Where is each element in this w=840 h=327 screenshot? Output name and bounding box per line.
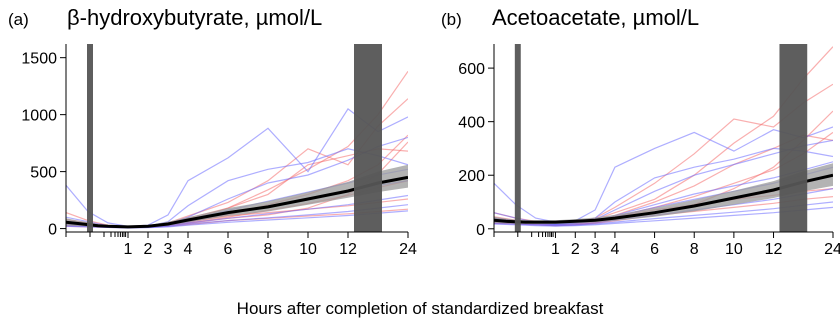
x-tick-label-1: 1 [551, 241, 560, 258]
shaded-region-1 [87, 44, 93, 232]
mean-confidence-band [66, 164, 408, 228]
y-tick-label-0: 0 [48, 222, 57, 239]
x-axis-label: Hours after completion of standardized b… [237, 299, 604, 318]
y-tick-label-1000: 1000 [21, 108, 57, 125]
x-tick-label-3: 3 [591, 241, 600, 258]
panel-b-title: Acetoacetate, µmol/L [492, 5, 699, 30]
x-tick-label-10: 10 [299, 241, 317, 258]
x-tick-label-24: 24 [399, 241, 417, 258]
y-tick-label-1500: 1500 [21, 51, 57, 68]
y-tick-label-600: 600 [458, 61, 485, 78]
x-tick-label-8: 8 [264, 241, 273, 258]
x-tick-label-8: 8 [690, 241, 699, 258]
panel-a-title: β-hydroxybutyrate, µmol/L [67, 5, 322, 30]
shaded-region-1 [514, 44, 521, 232]
x-tick-label-12: 12 [765, 241, 783, 258]
panel-a: (a) β-hydroxybutyrate, µmol/L 1 2 3 4 6 8 10 12… [8, 5, 417, 258]
trace-blue-14 [494, 206, 833, 227]
x-tick-label-4: 4 [184, 241, 193, 258]
panel-b: (b) Acetoacetate, µmol/L 1 2 3 4 6 8 10 12 24020… [441, 5, 840, 258]
x-tick-label-3: 3 [164, 241, 173, 258]
x-tick-label-2: 2 [144, 241, 153, 258]
trace-blue-13 [494, 201, 833, 227]
trace-blue-9 [66, 108, 408, 227]
panel-b-label: (b) [441, 10, 462, 29]
y-tick-label-500: 500 [30, 165, 57, 182]
y-tick-label-200: 200 [458, 168, 485, 185]
x-tick-label-2: 2 [571, 241, 580, 258]
y-tick-label-0: 0 [476, 222, 485, 239]
x-tick-label-6: 6 [650, 241, 659, 258]
x-tick-label-10: 10 [725, 241, 743, 258]
x-tick-label-24: 24 [824, 241, 840, 258]
x-tick-label-4: 4 [610, 241, 619, 258]
panel-a-label: (a) [8, 10, 29, 29]
y-tick-label-400: 400 [458, 115, 485, 132]
x-tick-label-12: 12 [339, 241, 357, 258]
shaded-region-2 [354, 44, 382, 232]
trace-blue-9 [494, 126, 833, 223]
x-tick-label-6: 6 [224, 241, 233, 258]
shaded-region-2 [779, 44, 808, 232]
x-tick-label-1: 1 [124, 241, 133, 258]
